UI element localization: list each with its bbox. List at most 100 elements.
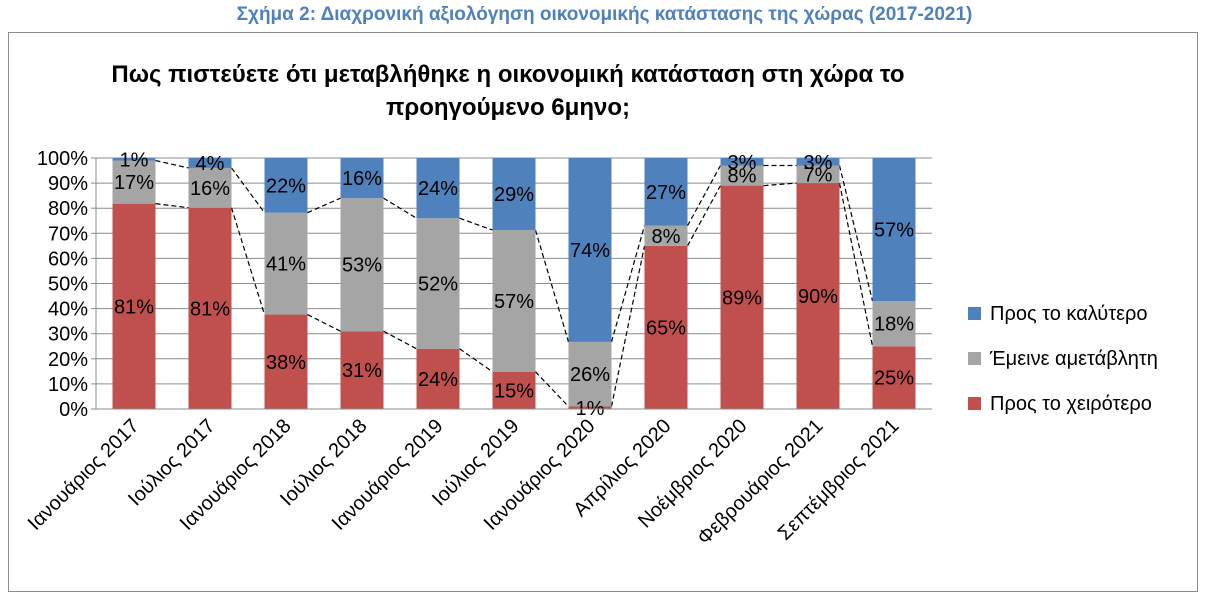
x-tick-label: Ιανουάριος 2017 <box>24 415 144 535</box>
series-line <box>534 229 570 343</box>
figure-caption: Σχήμα 2: Διαχρονική αξιολόγηση οικονομικ… <box>236 4 973 25</box>
data-label: 7% <box>804 164 833 186</box>
data-label: 26% <box>570 364 610 386</box>
data-label: 4% <box>196 153 225 175</box>
bar-segment <box>872 301 916 347</box>
bar-segment <box>796 158 840 166</box>
data-label: 53% <box>342 255 382 277</box>
data-label: 29% <box>494 184 534 206</box>
series-line <box>686 165 722 227</box>
bar-segment <box>112 203 156 409</box>
data-label: 81% <box>190 298 230 320</box>
series-line <box>307 197 341 214</box>
data-label: 22% <box>266 175 306 197</box>
data-label: 8% <box>652 226 681 248</box>
bar-segment <box>340 331 384 409</box>
y-axis: 0% 10% 20% 30% 40% 50% 60% 70% 80% 90% 100% <box>37 148 97 421</box>
bar-segment <box>720 165 764 186</box>
y-tick-label: 10% <box>48 374 88 396</box>
y-tick-label: 70% <box>48 223 88 245</box>
bar-segment <box>796 165 840 184</box>
series-line <box>155 203 189 209</box>
bar-segment <box>720 185 764 409</box>
y-tick-label: 0% <box>59 399 88 421</box>
legend-swatch <box>968 307 981 320</box>
series-line <box>307 314 341 332</box>
bar-segment <box>188 158 232 168</box>
data-label: 27% <box>646 182 686 204</box>
data-label: 25% <box>874 368 914 390</box>
data-label: 16% <box>190 178 230 200</box>
series-line <box>763 182 797 187</box>
bar-segment <box>416 158 460 219</box>
bar-segment <box>188 207 232 409</box>
bar-segment <box>872 158 916 302</box>
data-label: 74% <box>570 240 610 262</box>
bar-segment <box>492 371 536 409</box>
data-label: 17% <box>114 172 154 194</box>
data-labels: 81% 17%1% 81% 16% 4% 38% 41% 22% 31% 53% 16% 24% 52%… <box>114 149 914 419</box>
data-label: 18% <box>874 314 914 336</box>
bar-segment <box>644 245 688 409</box>
series-line <box>383 197 417 219</box>
bar-segment <box>568 341 612 407</box>
series-line <box>610 245 646 407</box>
series-line <box>155 159 189 169</box>
series-line <box>610 225 646 343</box>
chart-title: Πως πιστεύετε ότι μεταβλήθηκε η οικονομι… <box>8 58 1008 124</box>
y-tick-label: 60% <box>48 248 88 270</box>
y-tick-label: 90% <box>48 173 88 195</box>
bar-segment <box>340 158 384 199</box>
data-label: 24% <box>418 369 458 391</box>
data-label: 3% <box>804 152 833 174</box>
y-tick-label: 40% <box>48 299 88 321</box>
y-tick-label: 100% <box>37 148 88 170</box>
y-tick-label: 80% <box>48 198 88 220</box>
bar-segment <box>188 167 232 208</box>
series-line <box>231 167 265 214</box>
series-connector-lines <box>155 159 874 407</box>
series-line <box>838 182 874 347</box>
series-line <box>230 207 266 315</box>
chart-title-line-1: Πως πιστεύετε ότι μεταβλήθηκε η οικονομι… <box>111 61 905 88</box>
bar-segment <box>720 158 764 166</box>
data-label: 41% <box>266 254 306 276</box>
series-line <box>838 165 874 302</box>
series-line <box>383 330 417 350</box>
data-label: 16% <box>342 168 382 190</box>
bar-segment <box>568 406 612 409</box>
data-label: 38% <box>266 352 306 374</box>
bar-segment <box>644 225 688 246</box>
data-label: 57% <box>494 291 534 313</box>
bar-segment <box>340 198 384 332</box>
data-label: 8% <box>728 166 757 188</box>
legend-swatch <box>968 397 981 410</box>
bar-segment <box>492 158 536 231</box>
data-label: 57% <box>874 220 914 242</box>
bar-segment <box>644 158 688 226</box>
legend: Προς το καλύτερο Έμεινε αμετάβλητη Προς το… <box>968 303 1158 415</box>
series-line <box>686 185 722 247</box>
data-label: 65% <box>646 317 686 339</box>
series-line <box>459 348 493 373</box>
bar-segment <box>492 230 536 372</box>
bar-segment <box>796 183 840 409</box>
data-label: 52% <box>418 274 458 296</box>
data-label: 24% <box>418 178 458 200</box>
legend-label: Έμεινε αμετάβλητη <box>989 348 1158 370</box>
data-label: 31% <box>342 360 382 382</box>
data-label: 81% <box>114 296 154 318</box>
legend-swatch <box>968 352 981 365</box>
bar-segment <box>872 346 916 409</box>
series-line <box>535 371 569 407</box>
data-label: 89% <box>722 287 762 309</box>
data-label: 3% <box>728 152 757 174</box>
data-label: 15% <box>494 380 534 402</box>
bar-segment <box>568 158 612 342</box>
y-tick-label: 20% <box>48 349 88 371</box>
bar-segment <box>416 348 460 409</box>
data-label: 1% <box>120 149 149 171</box>
data-label: 90% <box>798 286 838 308</box>
